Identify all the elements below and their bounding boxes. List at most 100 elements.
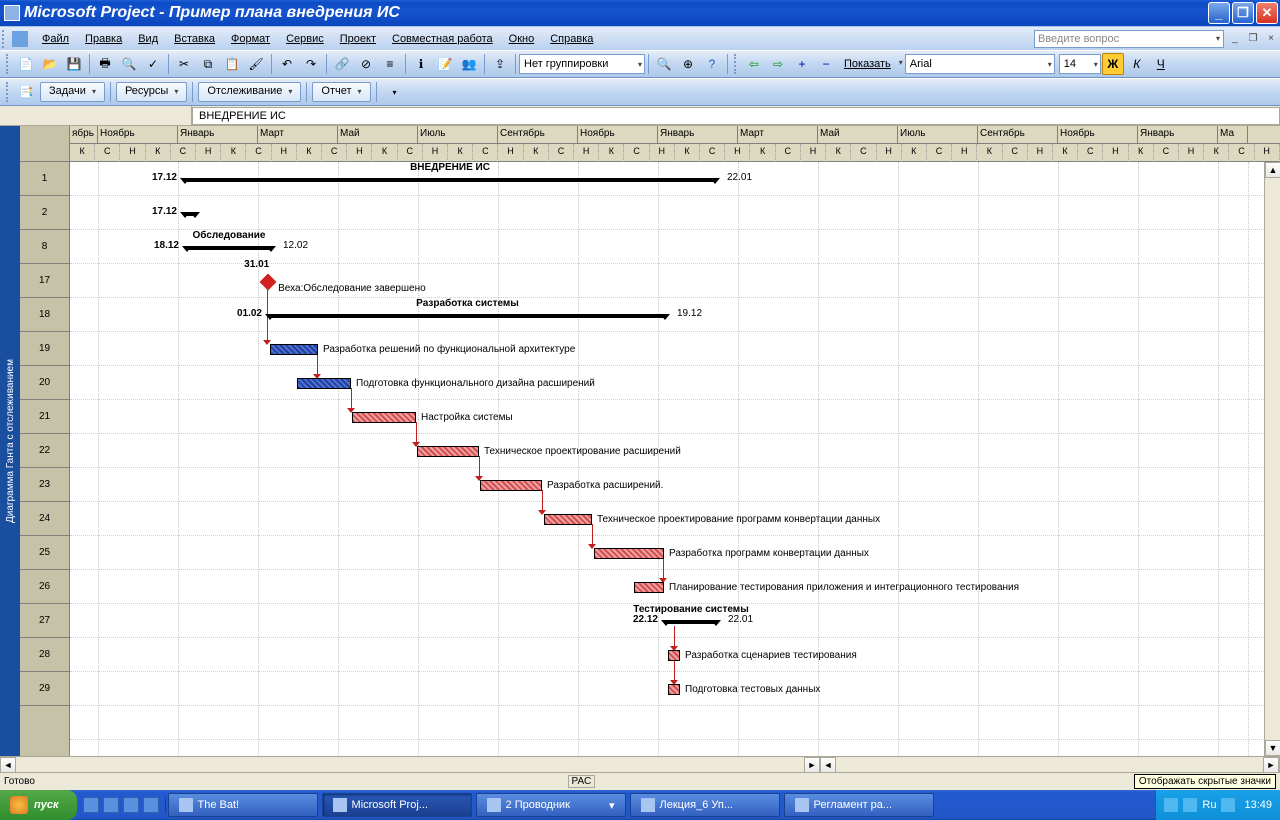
split-icon[interactable]: ≡ — [379, 53, 401, 75]
toolbar-overflow-icon[interactable]: ▾ — [384, 81, 406, 103]
tray-icon[interactable] — [1183, 798, 1197, 812]
quick-launch-icon[interactable] — [123, 797, 139, 813]
mdi-minimize-button[interactable]: _ — [1228, 32, 1242, 46]
row-header-18[interactable]: 18 — [20, 298, 69, 332]
group-by-combo[interactable]: Нет группировки — [519, 54, 645, 74]
show-plus-icon[interactable]: + — [791, 53, 813, 75]
row-header-21[interactable]: 21 — [20, 400, 69, 434]
summary-task-bar[interactable]: ВНЕДРЕНИЕ ИС17.1222.01 — [185, 178, 715, 182]
taskbar-app-button[interactable]: Лекция_6 Уп... — [630, 793, 780, 817]
row-header-19[interactable]: 19 — [20, 332, 69, 366]
task-bar[interactable]: Техническое проектирование расширений — [417, 446, 479, 457]
menu-Правка[interactable]: Правка — [77, 30, 130, 48]
scroll-right-button-2[interactable]: ► — [1263, 757, 1279, 773]
task-bar[interactable]: Планирование тестирования приложения и и… — [634, 582, 664, 593]
indent-icon[interactable]: ⇨ — [767, 53, 789, 75]
gantt-chart[interactable]: ябрьНоябрьЯнварьМартМайИюльСентябрьНоябр… — [70, 126, 1280, 756]
mdi-restore-button[interactable]: ❐ — [1246, 32, 1260, 46]
menu-Окно[interactable]: Окно — [501, 30, 543, 48]
summary-task-bar[interactable]: 17.12 — [185, 212, 195, 216]
quick-launch-icon[interactable] — [103, 797, 119, 813]
note-icon[interactable]: 📝 — [434, 53, 456, 75]
quick-launch-icon[interactable] — [83, 797, 99, 813]
info-icon[interactable]: ℹ — [410, 53, 432, 75]
entry-bar-value[interactable]: ВНЕДРЕНИЕ ИС — [192, 107, 1280, 125]
scroll-left-button[interactable]: ◄ — [0, 757, 16, 773]
view-bar[interactable]: Диаграмма Ганта с отслеживанием — [0, 126, 20, 756]
menu-Совместная работа[interactable]: Совместная работа — [384, 30, 501, 48]
scroll-left-button-2[interactable]: ◄ — [820, 757, 836, 773]
publish-icon[interactable]: ⇪ — [489, 53, 511, 75]
toolbar-grip[interactable] — [6, 82, 11, 102]
tray-icon[interactable] — [1221, 798, 1235, 812]
row-header-24[interactable]: 24 — [20, 502, 69, 536]
menu-Проект[interactable]: Проект — [332, 30, 384, 48]
task-bar[interactable]: Техническое проектирование программ конв… — [544, 514, 592, 525]
guide-Ресурсы[interactable]: Ресурсы — [116, 82, 187, 102]
scroll-down-button[interactable]: ▼ — [1265, 740, 1280, 756]
row-header-2[interactable]: 2 — [20, 196, 69, 230]
guide-Задачи[interactable]: Задачи — [40, 82, 105, 102]
row-header-23[interactable]: 23 — [20, 468, 69, 502]
taskbar-app-button[interactable]: Microsoft Proj... — [322, 793, 472, 817]
goto-icon[interactable]: ⊕ — [677, 53, 699, 75]
help-search-input[interactable]: Введите вопрос▾ — [1034, 30, 1224, 48]
format-painter-icon[interactable]: 🖌 — [245, 53, 267, 75]
save-icon[interactable]: 💾 — [63, 53, 85, 75]
menu-Файл[interactable]: Файл — [34, 30, 77, 48]
toolbar-grip[interactable] — [6, 54, 11, 74]
row-header-8[interactable]: 8 — [20, 230, 69, 264]
toolbar-grip[interactable] — [2, 30, 8, 48]
clock[interactable]: 13:49 — [1244, 799, 1272, 811]
guide-Отслеживание[interactable]: Отслеживание — [198, 82, 301, 102]
app-menu-icon[interactable] — [12, 31, 28, 47]
close-button[interactable]: ✕ — [1256, 2, 1278, 24]
language-indicator[interactable]: Ru — [1202, 799, 1216, 811]
taskbar-app-button[interactable]: The Bat! — [168, 793, 318, 817]
copy-icon[interactable]: ⧉ — [197, 53, 219, 75]
print-icon[interactable]: 🖶 — [94, 53, 116, 75]
quick-launch-icon[interactable] — [143, 797, 159, 813]
menu-Вставка[interactable]: Вставка — [166, 30, 223, 48]
italic-button[interactable]: К — [1126, 53, 1148, 75]
menu-Вид[interactable]: Вид — [130, 30, 166, 48]
toolbar-grip[interactable] — [734, 54, 739, 74]
task-bar[interactable]: Разработка расширений. — [480, 480, 542, 491]
outdent-icon[interactable]: ⇦ — [743, 53, 765, 75]
gantt-body[interactable]: ВНЕДРЕНИЕ ИС17.1222.0117.12Обследование1… — [70, 162, 1280, 756]
menu-Формат[interactable]: Формат — [223, 30, 278, 48]
undo-icon[interactable]: ↶ — [276, 53, 298, 75]
spellcheck-icon[interactable]: ✓ — [142, 53, 164, 75]
row-header-1[interactable]: 1 — [20, 162, 69, 196]
bold-button[interactable]: Ж — [1102, 53, 1124, 75]
zoom-icon[interactable]: 🔍 — [653, 53, 675, 75]
row-header-26[interactable]: 26 — [20, 570, 69, 604]
menu-Справка[interactable]: Справка — [542, 30, 601, 48]
task-bar[interactable]: Подготовка тестовых данных — [668, 684, 680, 695]
task-bar[interactable]: Разработка сценариев тестирования — [668, 650, 680, 661]
task-bar[interactable]: Разработка решений по функциональной арх… — [270, 344, 318, 355]
preview-icon[interactable]: 🔍 — [118, 53, 140, 75]
font-combo[interactable]: Arial — [905, 54, 1055, 74]
summary-task-bar[interactable]: Разработка системы01.0219.12 — [270, 314, 665, 318]
row-header-27[interactable]: 27 — [20, 604, 69, 638]
help-icon[interactable]: ? — [701, 53, 723, 75]
task-bar[interactable]: Подготовка функционального дизайна расши… — [297, 378, 351, 389]
tray-icon[interactable] — [1164, 798, 1178, 812]
row-header-20[interactable]: 20 — [20, 366, 69, 400]
row-header-25[interactable]: 25 — [20, 536, 69, 570]
summary-task-bar[interactable]: Тестирование системы22.1222.01 — [666, 620, 716, 624]
show-outline-button[interactable]: Показать — [838, 56, 905, 72]
assign-icon[interactable]: 👥 — [458, 53, 480, 75]
taskbar-app-button[interactable]: 2 Проводник ▾ — [476, 793, 626, 817]
paste-icon[interactable]: 📋 — [221, 53, 243, 75]
maximize-button[interactable]: ❐ — [1232, 2, 1254, 24]
guide-Отчет[interactable]: Отчет — [312, 82, 370, 102]
scroll-up-button[interactable]: ▲ — [1265, 162, 1280, 178]
minimize-button[interactable]: _ — [1208, 2, 1230, 24]
row-header-22[interactable]: 22 — [20, 434, 69, 468]
vertical-scrollbar[interactable]: ▲ ▼ — [1264, 162, 1280, 756]
row-header-29[interactable]: 29 — [20, 672, 69, 706]
row-header-28[interactable]: 28 — [20, 638, 69, 672]
scroll-right-button[interactable]: ► — [804, 757, 820, 773]
